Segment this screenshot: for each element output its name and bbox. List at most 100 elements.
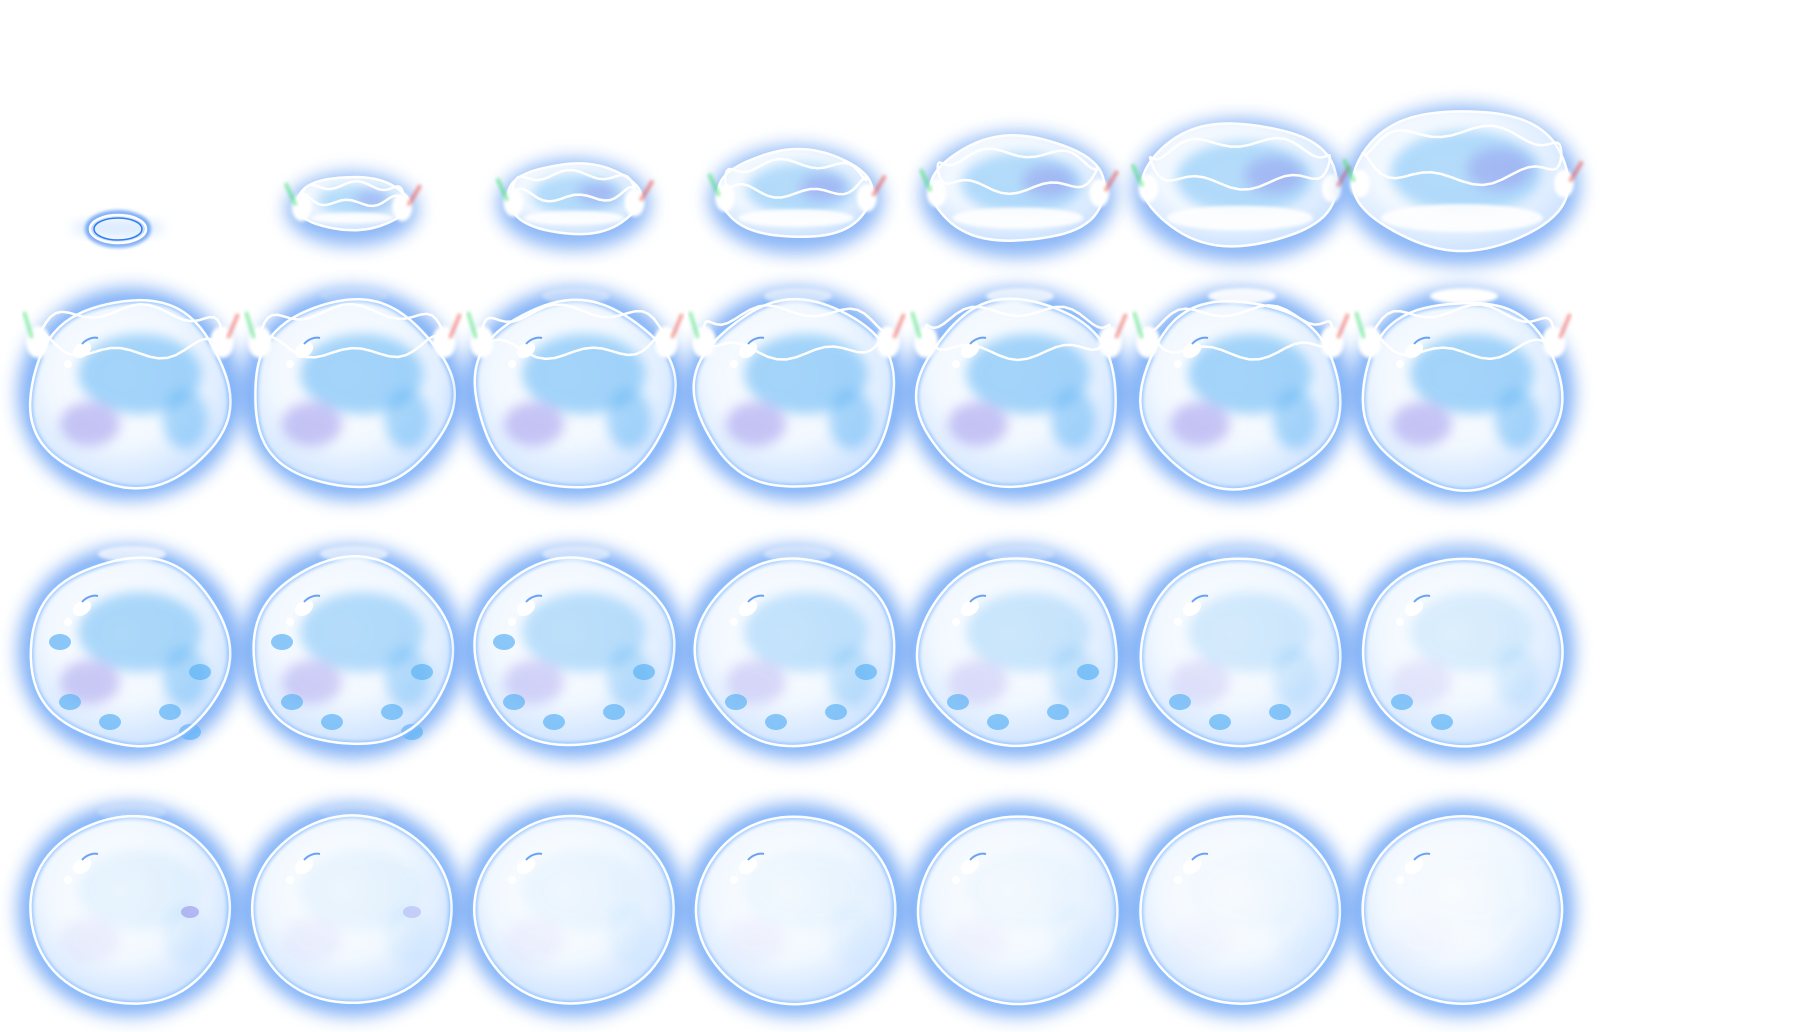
spot (59, 694, 81, 710)
highlight (960, 341, 980, 359)
highlight (738, 857, 758, 875)
edge-flare-right (857, 183, 877, 212)
inner-violet (1244, 156, 1304, 194)
sprite-frame-14 (1344, 258, 1602, 516)
sprite-frame-17 (456, 516, 714, 774)
edge-flare-right (1089, 179, 1110, 208)
top-cap (542, 288, 610, 304)
inner-cloud (78, 334, 202, 414)
bubble-icon (906, 804, 1130, 1016)
inner-cloud-right (829, 905, 873, 965)
bubble-icon (462, 288, 686, 500)
bubble-icon (684, 546, 908, 758)
bubble-icon (240, 288, 464, 500)
highlight-dot (952, 618, 960, 626)
bubble-icon (1128, 546, 1352, 758)
inner-cloud-right (1495, 389, 1539, 449)
inner-cloud-violet (948, 402, 1008, 446)
spark-green (22, 311, 34, 339)
highlight (960, 599, 980, 617)
spot (99, 714, 121, 730)
spark-red (670, 313, 684, 339)
inner-cloud-violet (726, 660, 786, 704)
inner-cloud-violet (1170, 918, 1230, 962)
sprite-frame-22 (12, 774, 270, 1032)
spark-green (495, 177, 510, 202)
inner-cloud (1188, 850, 1312, 930)
spot (1269, 704, 1291, 720)
highlight (1182, 341, 1202, 359)
highlight-edge (1413, 594, 1431, 603)
spot (947, 694, 969, 710)
rim (28, 298, 232, 490)
edge-flare-left (291, 193, 312, 222)
bubble-icon (906, 288, 1130, 500)
sprite-frame-23 (234, 774, 492, 1032)
edge-flare-left (715, 183, 735, 212)
top-cap (320, 288, 388, 304)
inner-cloud (1188, 334, 1312, 414)
rim (1139, 557, 1342, 748)
bubble-icon (1128, 804, 1352, 1016)
highlight-dot (952, 876, 960, 884)
rim-wave (936, 147, 1100, 196)
bubble-icon (1350, 546, 1574, 758)
spot (401, 724, 423, 740)
highlight-dot (508, 360, 516, 368)
rim (916, 815, 1119, 1006)
bubble-icon (18, 546, 242, 758)
inner-cloud-right (385, 389, 429, 449)
bubble-icon (1128, 288, 1352, 500)
inner-cloud-violet (948, 660, 1008, 704)
inner-cloud-right (607, 389, 651, 449)
rim (1361, 815, 1564, 1005)
base-shine (952, 207, 1084, 229)
spot (1391, 694, 1413, 710)
highlight (1404, 341, 1424, 359)
highlight (1404, 599, 1424, 617)
highlight-edge (81, 336, 99, 345)
spot (1431, 714, 1453, 730)
bubble-icon (18, 288, 242, 500)
spot (855, 664, 877, 680)
spark-green (918, 168, 933, 192)
inner-cloud-violet (948, 918, 1008, 962)
highlight-dot (64, 876, 72, 884)
spark-green (910, 311, 922, 339)
inner-cloud-violet (60, 660, 120, 704)
highlight-edge (969, 336, 987, 345)
edge-flare-left (1138, 174, 1159, 203)
top-cap (542, 546, 610, 562)
sprite-frame-20 (1122, 516, 1380, 774)
highlight-dot (64, 618, 72, 626)
ring (88, 213, 148, 245)
inner-cloud-violet (504, 918, 564, 962)
inner-cloud-violet (1392, 660, 1452, 704)
spot (1169, 694, 1191, 710)
inner-cloud-violet (1392, 918, 1452, 962)
spark-green (688, 311, 700, 339)
highlight (72, 341, 92, 359)
edge-flare-right (1554, 169, 1574, 198)
edge-flare-left (926, 179, 947, 208)
highlight (72, 599, 92, 617)
spark-red (892, 313, 906, 339)
highlight-dot (1174, 876, 1182, 884)
base-shine (1166, 205, 1314, 231)
inner-cloud (1410, 334, 1534, 414)
highlight (516, 599, 536, 617)
spot (49, 634, 71, 650)
sprite-frame-2 (234, 0, 492, 258)
top-cap (1208, 288, 1276, 304)
inner-cloud (78, 592, 202, 672)
spark-red (448, 313, 462, 339)
highlight (294, 599, 314, 617)
rim (1139, 815, 1342, 1005)
rim (915, 557, 1118, 748)
rim (29, 556, 232, 748)
sprite-frame-16 (234, 516, 492, 774)
spark-green (707, 172, 721, 197)
edge-flare-right (1321, 174, 1342, 203)
edge-flare-right (624, 188, 645, 217)
highlight-dot (1396, 876, 1404, 884)
